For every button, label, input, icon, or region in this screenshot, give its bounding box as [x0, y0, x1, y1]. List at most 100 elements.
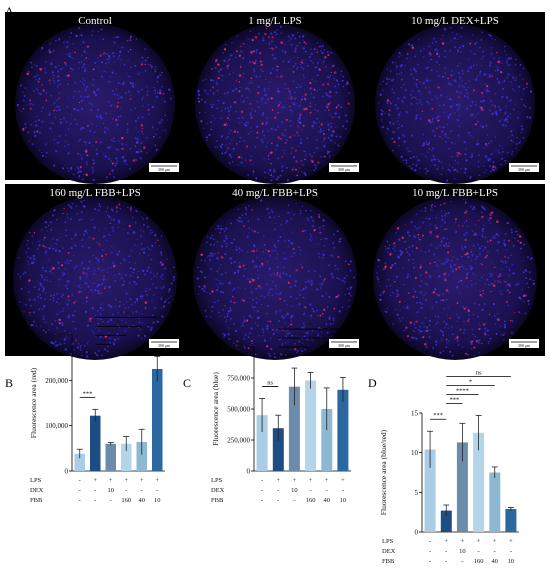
treatment-cell: 40 — [492, 558, 499, 565]
ros-red-dot — [58, 318, 62, 322]
nucleus-blue-dot — [428, 45, 431, 48]
nucleus-blue-dot — [228, 338, 231, 340]
nucleus-blue-dot — [446, 314, 449, 316]
nucleus-blue-dot — [70, 166, 73, 169]
nucleus-blue-dot — [104, 126, 106, 129]
ros-red-dot — [270, 163, 272, 165]
ros-red-dot — [482, 289, 484, 292]
nucleus-blue-dot — [279, 292, 282, 295]
nucleus-blue-dot — [20, 287, 23, 290]
ros-red-dot — [437, 86, 440, 89]
nucleus-blue-dot — [287, 245, 290, 248]
nucleus-blue-dot — [211, 106, 214, 109]
significance-label: ns — [267, 379, 273, 386]
nucleus-blue-dot — [487, 342, 490, 345]
ros-red-dot — [121, 136, 124, 140]
ros-red-dot — [429, 262, 432, 265]
ros-red-dot — [415, 320, 418, 323]
nucleus-blue-dot — [511, 88, 514, 90]
nucleus-blue-dot — [24, 303, 27, 306]
nucleus-blue-dot — [317, 252, 320, 255]
nucleus-blue-dot — [405, 159, 408, 162]
ros-red-dot — [304, 306, 307, 309]
nucleus-blue-dot — [310, 282, 313, 285]
nucleus-blue-dot — [220, 110, 223, 112]
nucleus-blue-dot — [170, 295, 172, 297]
nucleus-blue-dot — [288, 39, 290, 42]
nucleus-blue-dot — [67, 299, 70, 301]
nucleus-blue-dot — [264, 102, 267, 105]
ros-red-dot — [322, 83, 325, 86]
nucleus-blue-dot — [91, 171, 94, 174]
nucleus-blue-dot — [49, 270, 52, 273]
nucleus-blue-dot — [215, 83, 218, 86]
nucleus-blue-dot — [464, 200, 468, 204]
nucleus-blue-dot — [77, 342, 80, 345]
nucleus-blue-dot — [40, 229, 43, 231]
nucleus-blue-dot — [250, 81, 253, 83]
nucleus-blue-dot — [299, 101, 302, 103]
nucleus-blue-dot — [80, 154, 82, 156]
nucleus-blue-dot — [109, 146, 112, 149]
nucleus-blue-dot — [42, 321, 44, 323]
nucleus-blue-dot — [56, 343, 59, 347]
ros-red-dot — [323, 308, 326, 311]
nucleus-blue-dot — [460, 35, 462, 38]
ros-red-dot — [406, 251, 409, 253]
nucleus-blue-dot — [29, 304, 32, 307]
nucleus-blue-dot — [439, 244, 442, 247]
nucleus-blue-dot — [19, 84, 23, 87]
nucleus-blue-dot — [296, 44, 299, 47]
ros-red-dot — [251, 39, 254, 42]
nucleus-blue-dot — [461, 79, 463, 82]
nucleus-blue-dot — [105, 155, 107, 158]
ros-red-dot — [299, 113, 302, 116]
nucleus-blue-dot — [120, 96, 123, 99]
ros-red-dot — [81, 218, 83, 221]
ros-red-dot — [144, 63, 146, 66]
nucleus-blue-dot — [250, 127, 253, 129]
nucleus-blue-dot — [88, 246, 91, 249]
ros-red-dot — [100, 255, 104, 258]
nucleus-blue-dot — [247, 173, 250, 177]
nucleus-blue-dot — [114, 61, 116, 63]
nucleus-blue-dot — [298, 127, 300, 129]
nucleus-blue-dot — [230, 262, 233, 265]
nucleus-blue-dot — [169, 97, 173, 100]
nucleus-blue-dot — [130, 303, 133, 306]
nucleus-blue-dot — [238, 216, 241, 219]
nucleus-blue-dot — [419, 98, 421, 101]
ros-red-dot — [480, 106, 483, 109]
nucleus-blue-dot — [125, 301, 128, 303]
nucleus-blue-dot — [226, 135, 230, 139]
nucleus-blue-dot — [417, 159, 420, 161]
nucleus-blue-dot — [486, 240, 489, 243]
nucleus-blue-dot — [321, 95, 325, 98]
ros-red-dot — [413, 330, 415, 332]
ros-red-dot — [28, 99, 32, 102]
nucleus-blue-dot — [318, 121, 321, 124]
scale-bar-label: 300 μm — [518, 167, 531, 172]
nucleus-blue-dot — [129, 39, 132, 42]
nucleus-blue-dot — [424, 330, 427, 333]
nucleus-blue-dot — [425, 276, 427, 278]
ros-red-dot — [309, 87, 312, 90]
treatment-cell: + — [309, 477, 313, 484]
nucleus-blue-dot — [405, 162, 408, 165]
nucleus-blue-dot — [470, 114, 472, 117]
nucleus-blue-dot — [251, 229, 254, 232]
ros-red-dot — [28, 279, 31, 282]
nucleus-blue-dot — [99, 306, 102, 310]
nucleus-blue-dot — [245, 87, 248, 90]
nucleus-blue-dot — [241, 249, 243, 252]
nucleus-blue-dot — [117, 219, 121, 222]
nucleus-blue-dot — [522, 78, 524, 81]
nucleus-blue-dot — [79, 344, 82, 347]
nucleus-blue-dot — [136, 238, 138, 241]
significance-label: * — [469, 378, 472, 385]
nucleus-blue-dot — [300, 66, 303, 69]
nucleus-blue-dot — [382, 89, 384, 91]
nucleus-blue-dot — [507, 115, 509, 118]
nucleus-blue-dot — [529, 116, 532, 119]
ros-red-dot — [123, 311, 125, 314]
